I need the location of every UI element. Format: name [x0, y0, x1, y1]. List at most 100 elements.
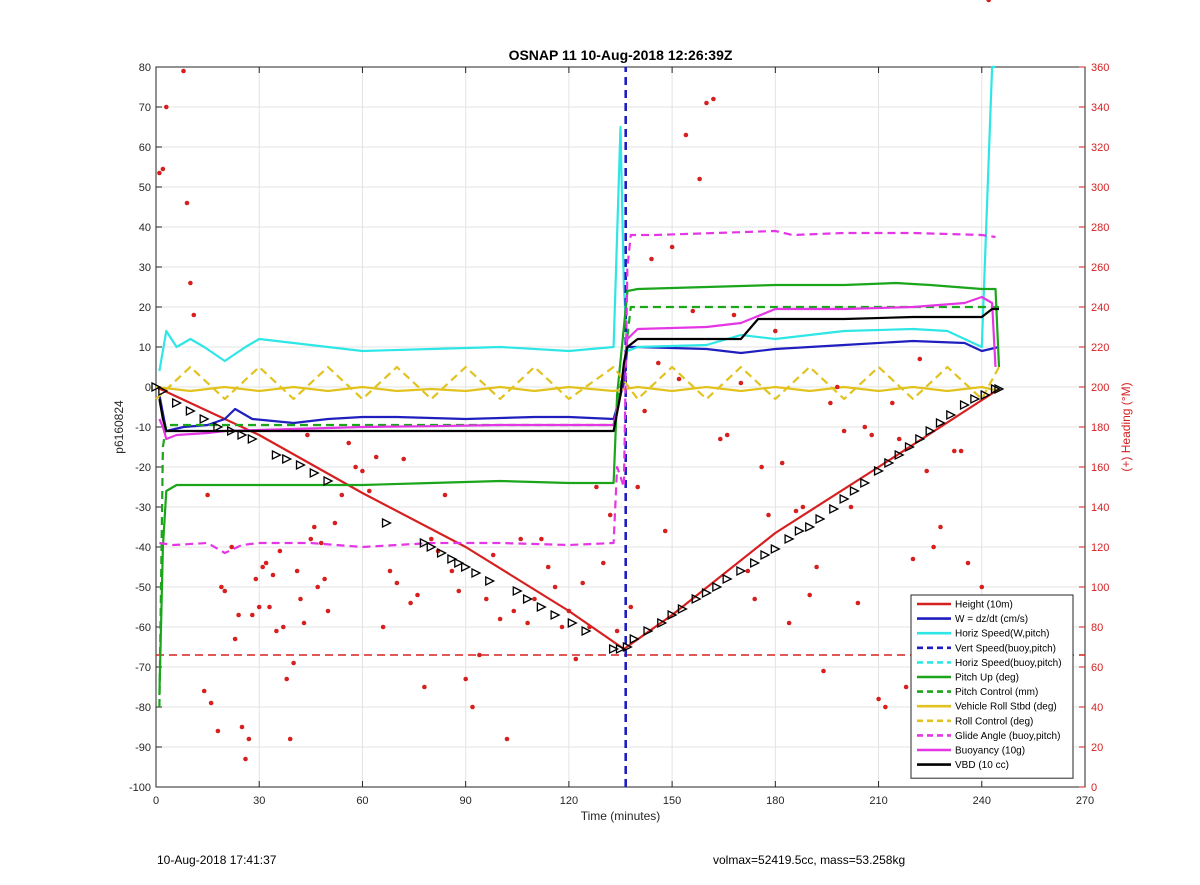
legend-label: VBD (10 cc) [955, 760, 1009, 771]
series-line-11 [158, 307, 999, 433]
height-marker [894, 449, 905, 461]
chart-title: OSNAP 11 10-Aug-2018 12:26:39Z [509, 47, 733, 63]
y-right-tick-label: 60 [1091, 662, 1103, 674]
heading-point [656, 360, 661, 366]
y-right-tick-label: 80 [1091, 622, 1103, 634]
y-tick-label: -60 [135, 622, 151, 634]
height-marker [471, 567, 482, 579]
heading-point [191, 312, 197, 318]
x-tick-label: 90 [460, 795, 472, 807]
height-marker [629, 633, 640, 645]
y-tick-label: -70 [135, 662, 151, 674]
height-marker [309, 467, 320, 479]
y-tick-label: 40 [139, 222, 151, 234]
height-marker [454, 557, 465, 569]
legend-label: Vehicle Roll Stbd (deg) [955, 702, 1057, 713]
heading-point [938, 524, 943, 530]
heading-point [322, 576, 327, 582]
heading-point [463, 676, 469, 682]
series-line-9 [159, 229, 996, 555]
x-tick-label: 120 [560, 795, 578, 807]
heading-point [260, 564, 266, 570]
y-right-tick-label: 160 [1091, 462, 1109, 474]
heading-point [298, 596, 303, 602]
y-right-tick-label: 240 [1091, 302, 1109, 314]
heading-point [315, 584, 321, 590]
y-right-tick-label: 340 [1091, 102, 1109, 114]
heading-point [484, 596, 489, 602]
y-tick-label: -10 [135, 422, 151, 434]
heading-point [807, 592, 812, 598]
height-marker [935, 417, 946, 429]
legend-label: Pitch Up (deg) [955, 673, 1019, 684]
height-marker [512, 585, 523, 597]
heading-point [669, 244, 675, 250]
height-marker [884, 457, 895, 469]
heading-point [222, 588, 228, 594]
y-tick-label: -80 [135, 702, 151, 714]
height-marker [615, 643, 626, 655]
heading-point [394, 580, 400, 586]
y-tick-label: 30 [139, 262, 151, 274]
series-line-1 [158, 339, 1000, 433]
heading-point [642, 408, 647, 414]
height-marker [426, 541, 437, 553]
heading-point [422, 684, 427, 690]
height-marker [227, 425, 238, 437]
height-marker [849, 485, 860, 497]
y-right-tick-label: 280 [1091, 222, 1109, 234]
heading-point [504, 736, 510, 742]
y-tick-label: -30 [135, 502, 151, 514]
height-marker [722, 573, 733, 585]
y-right-tick-label: 360 [1091, 62, 1109, 74]
heading-point [952, 448, 957, 454]
y-right-tick-label: 220 [1091, 342, 1109, 354]
height-marker [237, 429, 248, 441]
heading-point [497, 616, 503, 622]
heading-point [188, 280, 193, 286]
heading-point [683, 132, 689, 138]
heading-point [291, 660, 296, 666]
height-marker [643, 625, 654, 637]
height-marker [295, 459, 306, 471]
height-marker [247, 433, 258, 445]
height-marker [199, 413, 210, 425]
x-tick-label: 210 [869, 795, 887, 807]
heading-point [367, 488, 372, 494]
heading-point [828, 400, 833, 406]
series-line-7 [155, 385, 1000, 393]
y-tick-label: 50 [139, 182, 151, 194]
y-right-tick-label: 260 [1091, 262, 1109, 274]
height-marker [904, 441, 915, 453]
height-marker [873, 465, 885, 477]
y-tick-label: -100 [129, 782, 151, 794]
height-marker [419, 537, 430, 549]
y-right-tick-label: 180 [1091, 422, 1109, 434]
legend-box [910, 594, 1074, 779]
height-marker [323, 475, 334, 487]
height-marker [970, 393, 981, 405]
heading-point [835, 384, 840, 390]
x-tick-label: 0 [153, 795, 159, 807]
y-right-tick-label: 20 [1091, 742, 1103, 754]
heading-point [635, 484, 640, 490]
height-marker [536, 601, 547, 613]
heading-point [318, 540, 324, 546]
height-marker [839, 493, 850, 505]
heading-point [814, 564, 819, 570]
heading-point [731, 312, 737, 318]
x-tick-label: 240 [973, 795, 991, 807]
series-line-2 [158, 65, 996, 372]
height-marker [760, 549, 771, 561]
series-line-8 [155, 365, 1000, 401]
height-marker [701, 587, 712, 599]
legend-label: W = dz/dt (cm/s) [955, 614, 1028, 625]
heading-point [236, 612, 241, 618]
height-marker [567, 617, 578, 629]
heading-point [449, 568, 455, 574]
heading-point [360, 468, 365, 474]
y-tick-label: 80 [139, 62, 151, 74]
height-marker [436, 547, 448, 559]
heading-point [415, 592, 420, 598]
